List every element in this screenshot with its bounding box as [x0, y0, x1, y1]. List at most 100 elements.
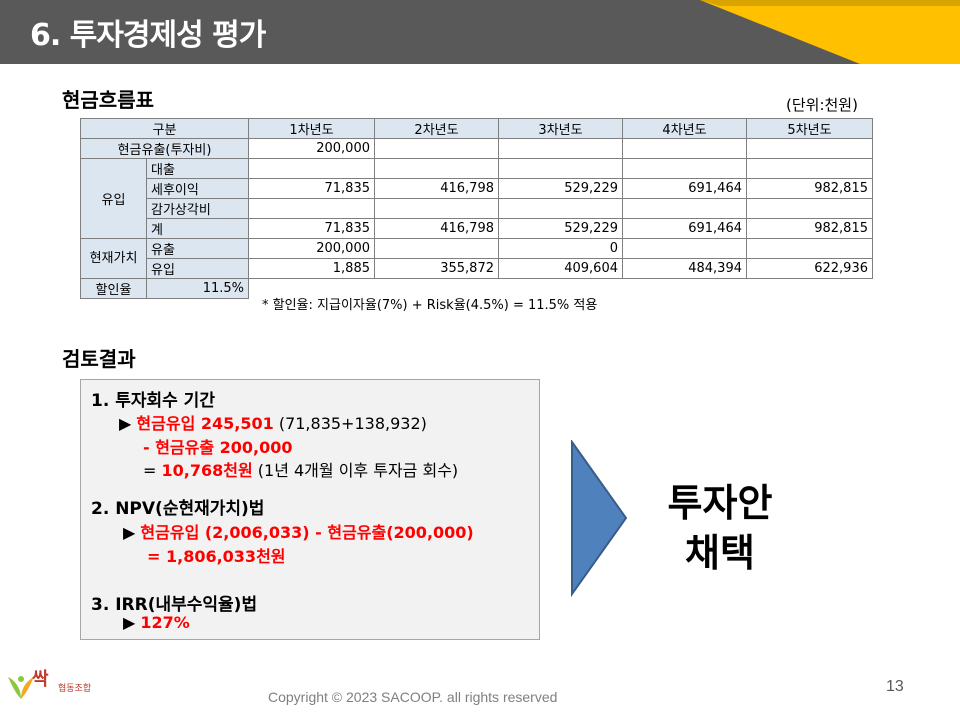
- table-cell: 691,464: [622, 178, 747, 199]
- row-label: 세후이익: [146, 178, 249, 199]
- table-cell: 0: [498, 238, 623, 259]
- table-cell: 409,604: [498, 258, 623, 279]
- highlight-text: - 현금유출 200,000: [143, 438, 293, 457]
- table-row: 할인율 11.5%: [80, 278, 873, 299]
- cashflow-section-title: 현금흐름표: [62, 88, 154, 112]
- table-cell: 416,798: [374, 178, 499, 199]
- discount-rate-label: 할인율: [80, 278, 147, 299]
- table-row: 현금유출(투자비) 200,000: [80, 138, 873, 159]
- decision-text: 투자안 채택: [640, 478, 800, 578]
- table-cell: 529,229: [498, 178, 623, 199]
- table-cell: 622,936: [746, 258, 873, 279]
- table-cell: 416,798: [374, 218, 499, 239]
- column-header: 2차년도: [374, 118, 499, 139]
- table-cell: 1,885: [248, 258, 375, 279]
- row-label: 계: [146, 218, 249, 239]
- review-item-title: 2. NPV(순현재가치)법: [91, 499, 265, 519]
- table-cell: [622, 198, 747, 219]
- logo-subtext: 협동조합: [58, 684, 92, 694]
- review-line: ▶ 현금유입 (2,006,033) - 현금유출(200,000): [123, 519, 474, 543]
- right-arrow-icon: [571, 440, 628, 598]
- copyright-text: Copyright © 2023 SACOOP. all rights rese…: [268, 689, 558, 705]
- row-label: 대출: [146, 158, 249, 179]
- cashflow-table: 구분 1차년도 2차년도 3차년도 4차년도 5차년도 현금유출(투자비) 20…: [80, 118, 873, 299]
- page-title: 6. 투자경제성 평가: [30, 18, 266, 53]
- review-line: ▶ 현금유입 245,501 (71,835+138,932): [119, 410, 427, 434]
- table-row: 계 71,835 416,798 529,229 691,464 982,815: [81, 218, 873, 239]
- table-row: 유입 대출: [80, 158, 873, 239]
- leaf-logo-icon: [8, 676, 34, 699]
- table-cell: [248, 158, 375, 179]
- plain-text: (71,835+138,932): [273, 414, 427, 433]
- header-banner: [0, 0, 960, 64]
- unit-label: (단위:천원): [786, 96, 858, 114]
- decision-line: 투자안: [667, 481, 773, 525]
- row-label: 유입: [146, 258, 249, 279]
- table-cell: 200,000: [248, 238, 375, 259]
- column-header: 3차년도: [498, 118, 623, 139]
- table-cell: [374, 198, 499, 219]
- table-cell: 200,000: [248, 138, 375, 159]
- table-row: 유입 1,885 355,872 409,604 484,394 622,936: [81, 258, 873, 279]
- logo-text: 싹: [32, 669, 49, 690]
- row-label: 감가상각비: [146, 198, 249, 219]
- table-cell: [746, 238, 873, 259]
- table-cell: [374, 138, 499, 159]
- play-icon: ▶: [123, 613, 136, 632]
- column-header: 4차년도: [622, 118, 747, 139]
- table-cell: [498, 158, 623, 179]
- review-section-title: 검토결과: [62, 347, 136, 371]
- review-line: = 10,768천원 (1년 4개월 이후 투자금 회수): [143, 457, 458, 481]
- table-row: 현재가치 유출 200,000 0: [80, 238, 873, 279]
- table-cell: 71,835: [248, 218, 375, 239]
- highlight-text: 127%: [140, 613, 190, 632]
- discount-rate-note: * 할인율: 지급이자율(7%) + Risk율(4.5%) = 11.5% 적…: [262, 298, 598, 313]
- table-cell: 71,835: [248, 178, 375, 199]
- review-item-title: 3. IRR(내부수익율)법: [91, 595, 258, 615]
- highlight-text: = 1,806,033천원: [147, 547, 286, 566]
- table-cell: [498, 138, 623, 159]
- table-cell: [746, 198, 873, 219]
- slide-header: 6. 투자경제성 평가: [0, 0, 960, 64]
- review-line: = 1,806,033천원: [147, 543, 286, 567]
- discount-rate-value: 11.5%: [146, 278, 249, 299]
- table-header-row: 구분 1차년도 2차년도 3차년도 4차년도 5차년도: [80, 118, 873, 139]
- row-group-label: 현재가치: [80, 238, 147, 279]
- column-header: 구분: [80, 118, 249, 139]
- highlight-text: 현금유입 (2,006,033) - 현금유출(200,000): [140, 523, 474, 542]
- page-number: 13: [886, 678, 904, 695]
- sacoop-logo: 싹 협동조합: [6, 667, 110, 703]
- table-cell: 355,872: [374, 258, 499, 279]
- table-cell: 982,815: [746, 218, 873, 239]
- table-row: 감가상각비: [81, 198, 873, 219]
- plain-text: (1년 4개월 이후 투자금 회수): [252, 461, 459, 480]
- review-item-title: 1. 투자회수 기간: [91, 391, 215, 411]
- plain-text: =: [143, 461, 162, 480]
- table-row: 세후이익 71,835 416,798 529,229 691,464 982,…: [81, 178, 873, 199]
- table-cell: [622, 238, 747, 259]
- highlight-text: 현금유입 245,501: [136, 414, 274, 433]
- table-cell: 484,394: [622, 258, 747, 279]
- table-cell: [248, 198, 375, 219]
- table-cell: [622, 138, 747, 159]
- review-line: - 현금유출 200,000: [143, 434, 293, 458]
- play-icon: ▶: [123, 523, 136, 542]
- table-cell: 982,815: [746, 178, 873, 199]
- table-cell: 529,229: [498, 218, 623, 239]
- table-cell: [622, 158, 747, 179]
- table-cell: 691,464: [622, 218, 747, 239]
- column-header: 5차년도: [746, 118, 873, 139]
- table-cell: [746, 158, 873, 179]
- table-cell: [374, 158, 499, 179]
- play-icon: ▶: [119, 414, 132, 433]
- highlight-text: 10,768천원: [161, 461, 253, 480]
- decision-line: 채택: [685, 531, 755, 575]
- review-result-box: 1. 투자회수 기간 ▶ 현금유입 245,501 (71,835+138,93…: [80, 379, 540, 640]
- column-header: 1차년도: [248, 118, 375, 139]
- table-cell: [374, 238, 499, 259]
- table-cell: [746, 138, 873, 159]
- review-line: ▶ 127%: [123, 613, 190, 632]
- row-group-label: 유입: [80, 158, 147, 239]
- row-label: 현금유출(투자비): [80, 138, 249, 159]
- table-cell: [498, 198, 623, 219]
